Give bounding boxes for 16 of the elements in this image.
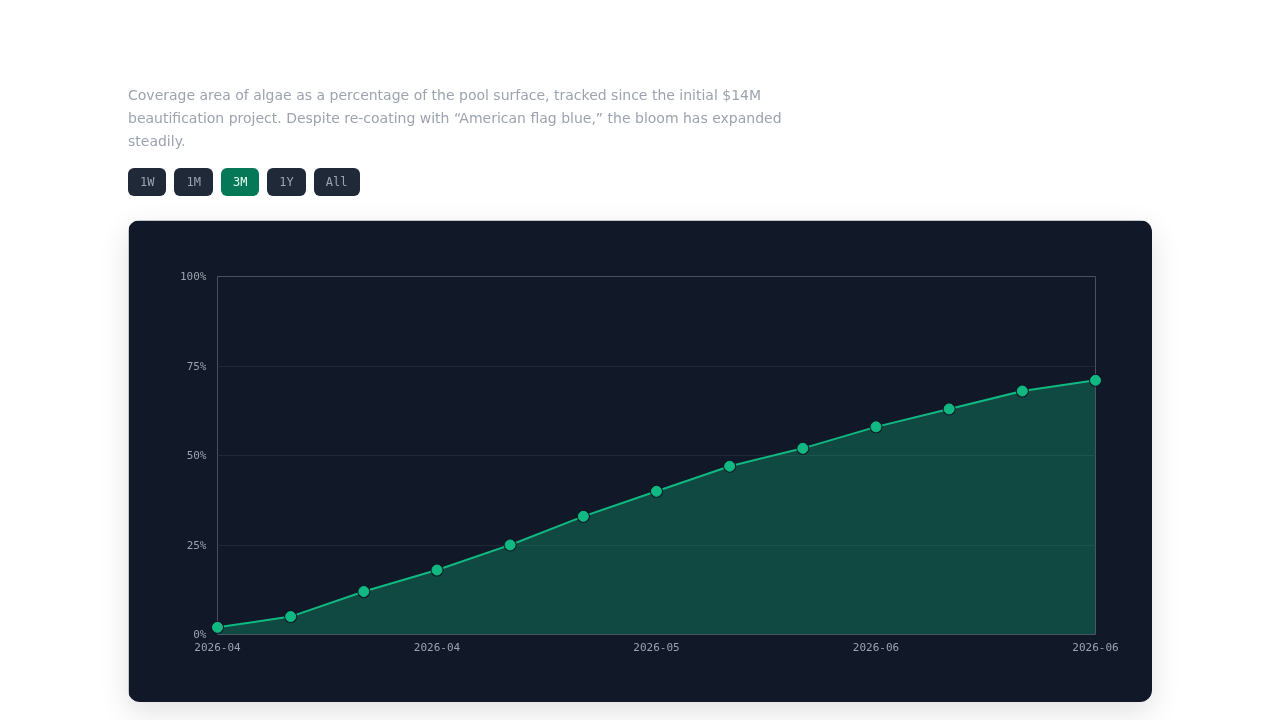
button: 3M [220,168,260,196]
y-tick-label: 25% [186,538,207,552]
button: 1W [128,168,167,196]
x-tick-label: 2026-04 [194,640,242,654]
y-tick-label: 0% [193,628,207,641]
y-tick-label: 100% [180,270,207,283]
x-tick-label: 2026-05 [633,640,680,654]
button: 1Y [267,168,306,196]
y-tick-label: 50% [186,449,207,462]
chart-subtitle: Coverage area of algae as a percentage of the pool surface, tracked since the initial $14M beautification project. Despite re-coating with “American flag blue,” the bloom has expanded steadily. [128,86,783,151]
button: 1M [174,168,213,196]
x-tick-label: 2026-04 [413,640,461,654]
x-tick-label: 2026-06 [852,640,900,654]
y-tick-label: 75% [186,359,207,373]
button: All [313,168,360,196]
x-tick-label: 2026-06 [1072,640,1119,654]
